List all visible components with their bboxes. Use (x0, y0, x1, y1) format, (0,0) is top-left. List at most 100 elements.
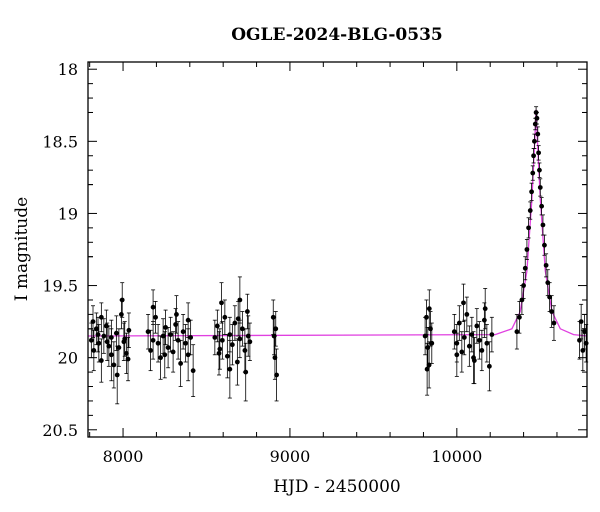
data-point (247, 339, 253, 345)
data-point (227, 332, 233, 337)
data-point (111, 362, 117, 368)
data-point (118, 312, 124, 317)
data-point (424, 366, 430, 372)
y-tick-label: 20.5 (42, 421, 78, 440)
data-point (239, 326, 245, 332)
data-point (101, 333, 107, 339)
data-point (91, 348, 97, 353)
data-point (517, 314, 522, 320)
data-point (93, 326, 99, 332)
y-tick-label: 18.5 (42, 132, 78, 151)
data-point (219, 337, 225, 343)
data-point (114, 372, 120, 378)
data-point (474, 323, 480, 329)
data-point (429, 340, 435, 346)
y-axis-label: I magnitude (12, 197, 32, 301)
data-point (232, 320, 238, 326)
data-point (549, 309, 555, 314)
plot-area (87, 106, 589, 405)
data-point (104, 339, 110, 345)
data-point (471, 355, 476, 361)
data-point (424, 314, 429, 320)
model-curve (87, 109, 588, 337)
chart-title: OGLE-2024-BLG-0535 (231, 25, 443, 45)
plot-frame (87, 61, 588, 438)
data-point (185, 317, 191, 323)
data-point (466, 343, 472, 349)
data-point (106, 343, 112, 349)
data-point (173, 322, 179, 327)
data-point (583, 340, 589, 346)
data-point (481, 317, 487, 323)
data-point (464, 312, 470, 317)
data-point (454, 352, 460, 358)
data-point (242, 348, 248, 353)
data-point (482, 306, 488, 312)
x-axis-label: HJD - 2450000 (273, 477, 401, 497)
data-point (155, 340, 161, 346)
data-point (469, 332, 475, 337)
data-point (190, 368, 196, 374)
data-point (530, 170, 536, 176)
data-point (98, 314, 104, 320)
axis-ticks: 8000 9000 10000 18 18.5 19 19.5 20 20.5 (42, 60, 587, 466)
data-point (150, 337, 156, 343)
data-point (212, 335, 218, 340)
data-point (551, 320, 557, 326)
data-point (150, 304, 156, 310)
data-point (540, 222, 546, 228)
data-point (456, 320, 462, 326)
data-point (95, 332, 101, 337)
data-point (178, 361, 184, 366)
data-point (216, 350, 222, 356)
data-point (96, 340, 102, 346)
data-point (224, 353, 230, 359)
y-tick-label: 19 (58, 204, 78, 223)
data-point (486, 363, 492, 369)
data-point (537, 167, 542, 173)
data-point (536, 150, 542, 156)
data-point (98, 358, 104, 363)
data-point (165, 345, 171, 350)
data-point (183, 340, 189, 346)
data-point (235, 316, 241, 322)
data-point (163, 324, 169, 330)
data-point (245, 333, 251, 339)
data-point (244, 309, 250, 314)
data-point (479, 348, 485, 353)
data-point (582, 329, 587, 335)
data-point (489, 332, 495, 337)
data-point (529, 189, 534, 195)
data-point (168, 332, 174, 337)
data-point (162, 352, 168, 358)
data-point (113, 330, 119, 336)
data-point (217, 346, 223, 352)
data-point (222, 314, 228, 320)
data-point (122, 336, 128, 342)
data-point (153, 314, 158, 320)
data-point (158, 355, 163, 361)
x-tick-label: 9000 (270, 447, 311, 466)
data-point (543, 262, 549, 268)
data-point (234, 359, 240, 365)
data-point (531, 153, 536, 159)
data-point (461, 300, 466, 306)
data-point (243, 369, 249, 375)
x-tick-label: 8000 (103, 447, 144, 466)
data-point (274, 372, 279, 378)
data-point (426, 306, 432, 312)
data-point (272, 355, 278, 361)
data-point (126, 327, 132, 333)
data-point (214, 323, 220, 329)
data-point (461, 335, 467, 340)
data-point (108, 352, 114, 358)
data-point (180, 329, 186, 335)
data-point (219, 300, 224, 306)
data-point (123, 350, 129, 356)
data-point (148, 348, 153, 353)
data-point (526, 225, 531, 231)
data-point (160, 333, 166, 339)
y-tick-label: 18 (58, 60, 78, 79)
data-point (227, 366, 233, 372)
